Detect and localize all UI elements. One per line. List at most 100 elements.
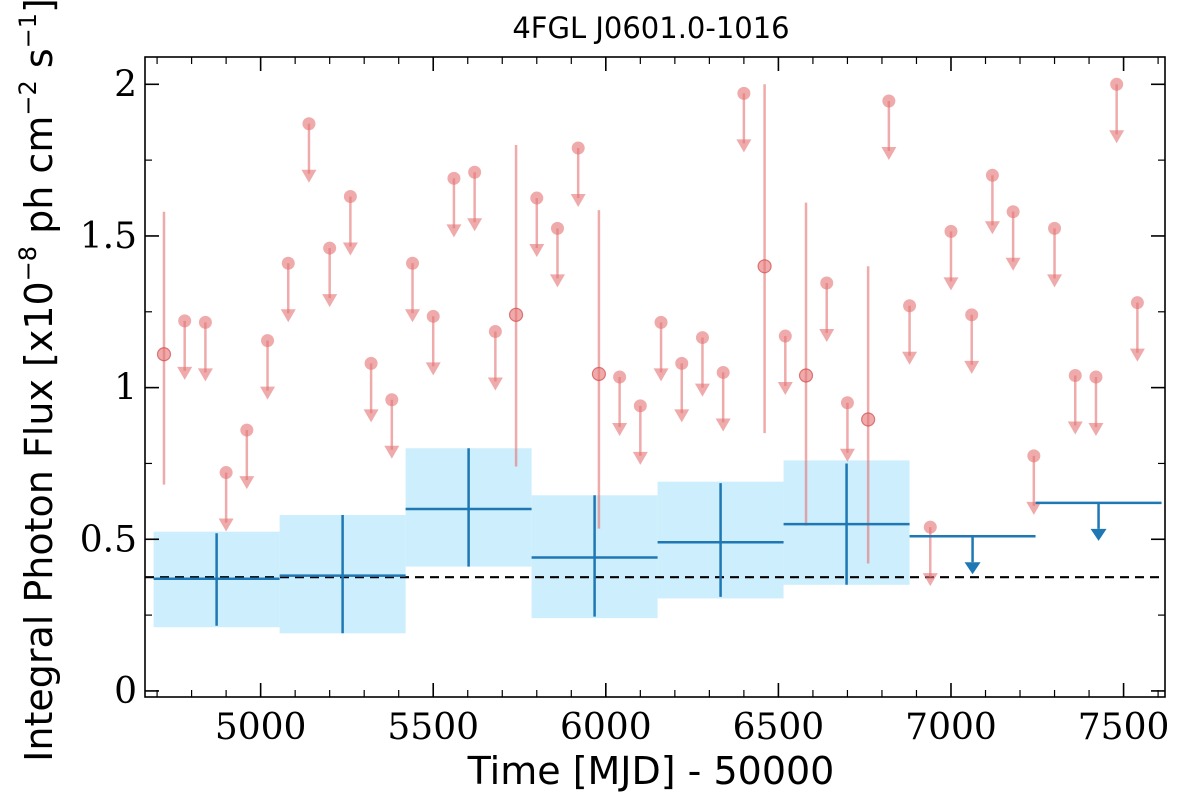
fine-ul-marker-7 — [302, 117, 316, 131]
fine-ul-arrow-32 — [819, 328, 835, 342]
fine-ul-marker-26 — [695, 331, 709, 345]
fine-ul-arrow-18 — [529, 244, 545, 258]
y-tick-label-1: 0.5 — [80, 519, 137, 560]
fine-ul-arrow-25 — [674, 409, 690, 423]
fine-ul-arrow-35 — [881, 146, 897, 160]
fine-ul-arrow-26 — [694, 383, 710, 397]
coarse-ul-arrow-6 — [964, 562, 981, 575]
fine-ul-arrow-38 — [943, 277, 959, 291]
y-tick-label-2: 1 — [114, 368, 137, 409]
fine-ul-arrow-15 — [467, 218, 483, 232]
fine-ul-arrow-22 — [612, 423, 628, 436]
fine-ul-arrow-10 — [363, 409, 379, 423]
fine-ul-arrow-41 — [1005, 257, 1021, 271]
x-tick-label-2: 6000 — [560, 707, 652, 748]
x-axis-label: Time [MJD] - 50000 — [467, 749, 835, 793]
fine-ul-marker-14 — [447, 171, 461, 185]
fine-ul-arrow-36 — [902, 351, 918, 365]
fine-ul-arrow-20 — [570, 193, 586, 207]
fine-ul-marker-16 — [488, 325, 502, 339]
fine-ul-arrow-9 — [342, 242, 358, 256]
fine-ul-arrow-47 — [1129, 348, 1145, 362]
fine-point-34 — [861, 412, 876, 427]
fine-bin-series — [156, 77, 1145, 587]
fine-ul-marker-36 — [903, 299, 917, 313]
fine-ul-arrow-5 — [260, 386, 276, 400]
fine-ul-marker-23 — [633, 399, 647, 413]
x-tick-label-3: 6500 — [733, 707, 825, 748]
fine-ul-marker-18 — [530, 191, 544, 205]
fine-ul-marker-15 — [468, 165, 482, 179]
y-axis-label: Integral Photon Flux [x10−8 ph cm−2 s−1] — [14, 0, 61, 762]
fine-ul-marker-20 — [571, 141, 585, 155]
fine-ul-marker-41 — [1006, 205, 1020, 219]
fine-ul-marker-2 — [198, 315, 212, 329]
fine-ul-arrow-30 — [777, 382, 793, 396]
y-tick-label-3: 1.5 — [80, 216, 137, 257]
fine-ul-arrow-42 — [1026, 501, 1042, 515]
fine-ul-arrow-43 — [1047, 274, 1063, 288]
fine-ul-marker-25 — [675, 356, 689, 370]
fine-point-31 — [798, 368, 814, 383]
fine-ul-marker-46 — [1110, 77, 1124, 91]
coarse-ul-arrow-7 — [1090, 528, 1107, 541]
fine-ul-marker-5 — [261, 334, 275, 348]
fine-ul-marker-28 — [737, 86, 751, 100]
fine-ul-arrow-1 — [177, 366, 193, 380]
fine-ul-marker-45 — [1089, 370, 1103, 384]
fine-ul-marker-4 — [240, 423, 254, 437]
fine-ul-marker-3 — [219, 466, 233, 480]
fine-ul-arrow-37 — [922, 573, 938, 587]
fine-ul-marker-9 — [343, 190, 357, 204]
fine-ul-arrow-24 — [653, 368, 669, 382]
fine-ul-marker-24 — [654, 315, 668, 329]
coarse-bin-series — [153, 448, 1162, 634]
x-tick-label-5: 7500 — [1078, 707, 1170, 748]
fine-ul-arrow-13 — [425, 362, 441, 376]
fine-ul-marker-47 — [1130, 296, 1144, 310]
fine-ul-marker-40 — [985, 168, 999, 182]
fine-ul-marker-30 — [778, 329, 792, 343]
fine-ul-marker-1 — [178, 314, 192, 328]
fine-ul-marker-19 — [550, 221, 564, 235]
fine-ul-arrow-14 — [446, 224, 462, 238]
fine-ul-arrow-8 — [322, 294, 338, 308]
y-tick-label-0: 0 — [114, 671, 137, 712]
fine-ul-arrow-40 — [984, 221, 1000, 235]
fine-ul-arrow-2 — [197, 368, 213, 382]
fine-ul-marker-27 — [716, 365, 730, 379]
fine-ul-marker-10 — [364, 356, 378, 370]
fine-ul-arrow-19 — [549, 274, 565, 288]
fine-ul-marker-12 — [406, 256, 420, 270]
fine-ul-arrow-28 — [736, 139, 752, 153]
fine-ul-marker-43 — [1048, 221, 1062, 235]
fine-ul-marker-37 — [923, 520, 937, 534]
fine-ul-arrow-6 — [280, 309, 296, 323]
fine-ul-arrow-3 — [218, 518, 234, 532]
tick-labels: 5000 5500 6000 6500 7000 7500 0 0.5 1 1.5 2 — [80, 64, 1170, 748]
plot-frame — [144, 56, 1166, 698]
x-tick-label-0: 5000 — [215, 707, 307, 748]
fine-ul-arrow-12 — [405, 309, 421, 323]
fine-point-21 — [591, 366, 607, 382]
axes-frame — [144, 56, 1166, 698]
coarse-error-bands — [153, 448, 910, 634]
fine-ul-marker-44 — [1068, 368, 1082, 382]
fine-point-17 — [508, 307, 524, 322]
x-tick-label-4: 7000 — [905, 707, 997, 748]
fine-ul-arrow-44 — [1067, 421, 1083, 435]
y-tick-label-4: 2 — [114, 64, 137, 105]
fine-ul-arrow-11 — [384, 445, 400, 459]
fine-ul-marker-8 — [323, 241, 337, 255]
fine-ul-marker-35 — [882, 94, 896, 108]
fine-ul-arrow-46 — [1109, 130, 1125, 144]
fine-ul-marker-11 — [385, 393, 399, 407]
fine-ul-arrow-23 — [632, 451, 648, 465]
fine-point-29 — [757, 259, 772, 274]
fine-ul-marker-42 — [1027, 449, 1041, 463]
fine-ul-marker-22 — [613, 370, 627, 384]
fine-ul-marker-33 — [840, 396, 854, 410]
fine-ul-arrow-16 — [487, 377, 503, 391]
fine-ul-arrow-45 — [1088, 423, 1104, 436]
